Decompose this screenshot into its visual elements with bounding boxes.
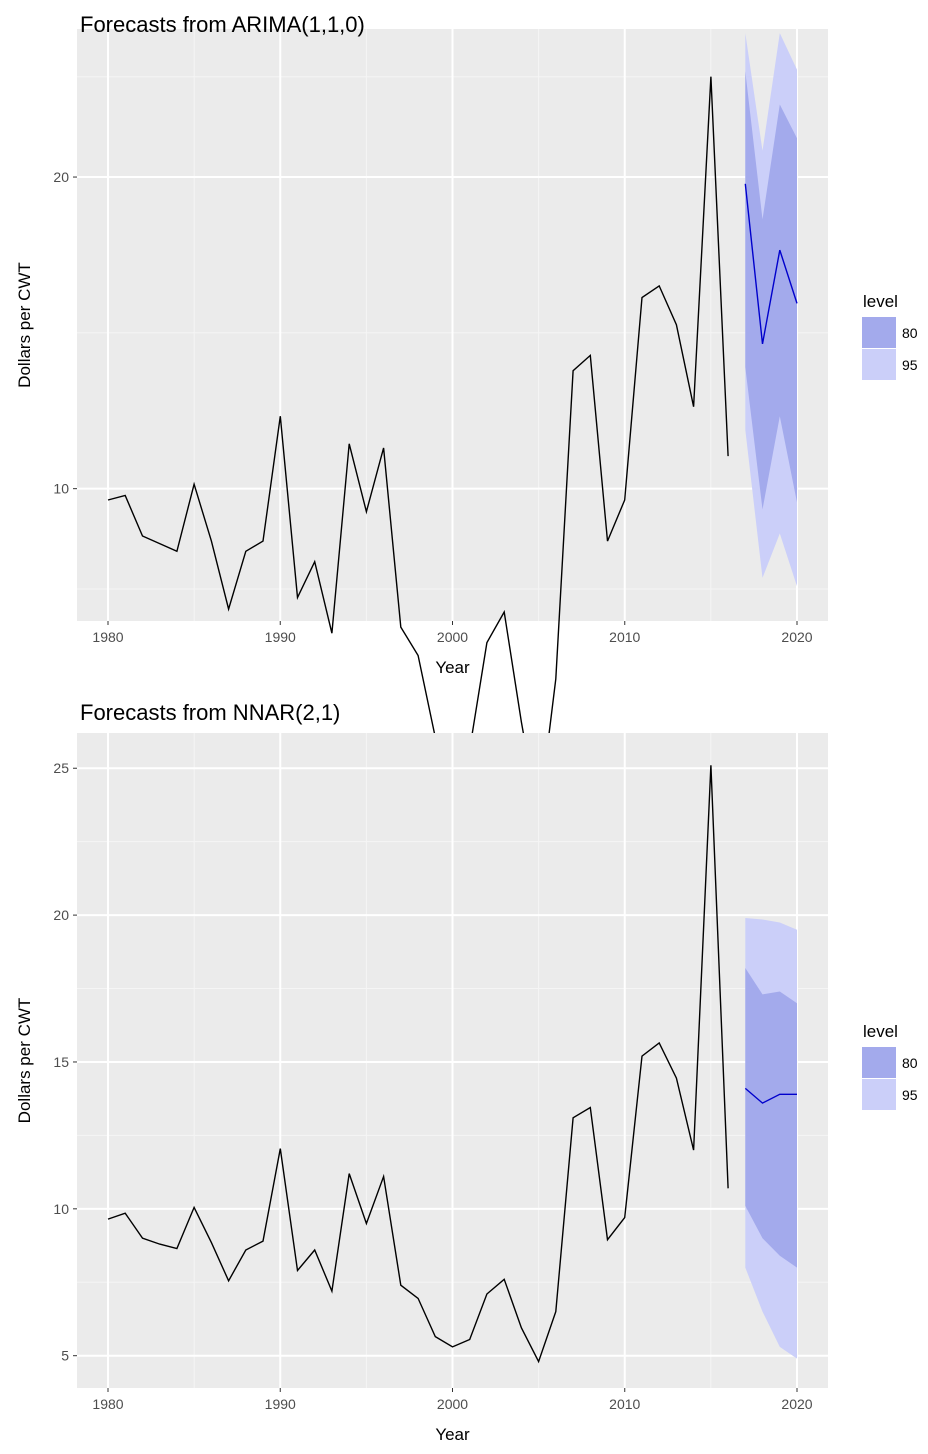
legend-title: level [863,292,898,311]
y-tick-label: 20 [53,907,69,923]
arima-forecast-chart: 1980 1990 2000 2010 2020 10 20 Forecasts from A… [15,12,918,819]
chart-title: Forecasts from ARIMA(1,1,0) [80,12,365,37]
x-axis-title: Year [435,658,470,677]
y-tick-label: 15 [53,1054,69,1070]
legend-key-95 [862,1079,896,1110]
chart-title: Forecasts from NNAR(2,1) [80,700,340,725]
x-tick-label: 2000 [437,1396,468,1412]
observed-series-line [107,765,729,1364]
nnar-forecast-chart: 1980 1990 2000 2010 2020 5 10 15 20 25 Forecasts f… [15,700,918,1444]
y-tick-label: 20 [53,169,69,185]
legend-label-80: 80 [902,1055,918,1071]
x-tick-label: 2020 [781,1396,812,1412]
y-tick-label: 10 [53,481,69,497]
x-tick-label: 2010 [609,629,640,645]
y-tick-label: 10 [53,1201,69,1217]
legend-key-80 [862,317,896,348]
y-tick-label: 5 [61,1348,69,1364]
x-tick-label: 1990 [265,1396,296,1412]
y-axis-title: Dollars per CWT [15,262,34,388]
legend-key-80 [862,1047,896,1078]
x-axis-title: Year [435,1425,470,1444]
x-tick-label: 1980 [92,629,123,645]
legend-label-95: 95 [902,1087,918,1103]
x-tick-label: 2020 [781,629,812,645]
x-tick-label: 2000 [437,629,468,645]
legend-label-80: 80 [902,325,918,341]
legend-label-95: 95 [902,357,918,373]
x-tick-label: 2010 [609,1396,640,1412]
band-80 [745,968,797,1268]
legend-title: level [863,1022,898,1041]
forecast-mean-line [744,1087,797,1104]
x-tick-label: 1980 [92,1396,123,1412]
observed-series-line [107,76,729,819]
y-axis-title: Dollars per CWT [15,998,34,1124]
legend-key-95 [862,349,896,380]
forecast-mean-line [744,183,798,345]
y-tick-label: 25 [53,760,69,776]
x-tick-label: 1990 [265,629,296,645]
band-80 [745,71,797,510]
